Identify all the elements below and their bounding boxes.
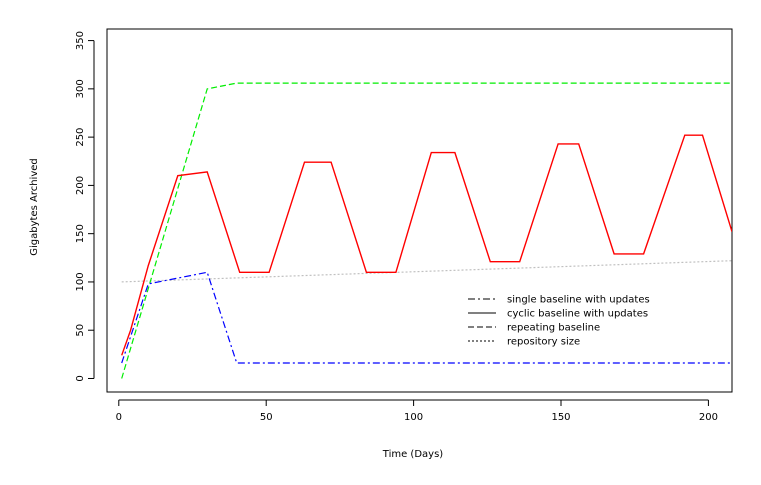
legend: single baseline with updates cyclic basel… (468, 295, 650, 348)
x-tick-label: 150 (551, 412, 570, 423)
y-tick-label: 250 (75, 128, 86, 147)
y-tick-label: 200 (75, 176, 86, 195)
x-tick-label: 100 (404, 412, 423, 423)
x-axis-title: Time (Days) (382, 449, 444, 460)
y-tick-label: 150 (75, 224, 86, 243)
series-line-single-baseline-with-updates (121, 271, 732, 364)
x-tick-label: 200 (699, 412, 718, 423)
y-tick-label: 100 (75, 272, 86, 291)
plot-frame (106, 28, 733, 393)
legend-label: repeating baseline (507, 323, 600, 334)
y-axis-title: Gigabytes Archived (29, 158, 40, 256)
legend-label: cyclic baseline with updates (507, 309, 648, 320)
series-line-repeating-baseline (121, 82, 732, 379)
y-tick-label: 50 (75, 324, 86, 337)
series-line-cyclic-baseline-with-updates (121, 134, 732, 356)
legend-label: repository size (507, 337, 580, 348)
y-tick-label: 0 (75, 375, 86, 381)
x-tick-label: 0 (116, 412, 122, 423)
y-tick-label: 300 (75, 79, 86, 98)
x-tick-label: 50 (260, 412, 273, 423)
y-tick-label: 350 (75, 31, 86, 50)
series-line-repository-size (121, 260, 732, 283)
legend-label: single baseline with updates (507, 295, 650, 306)
